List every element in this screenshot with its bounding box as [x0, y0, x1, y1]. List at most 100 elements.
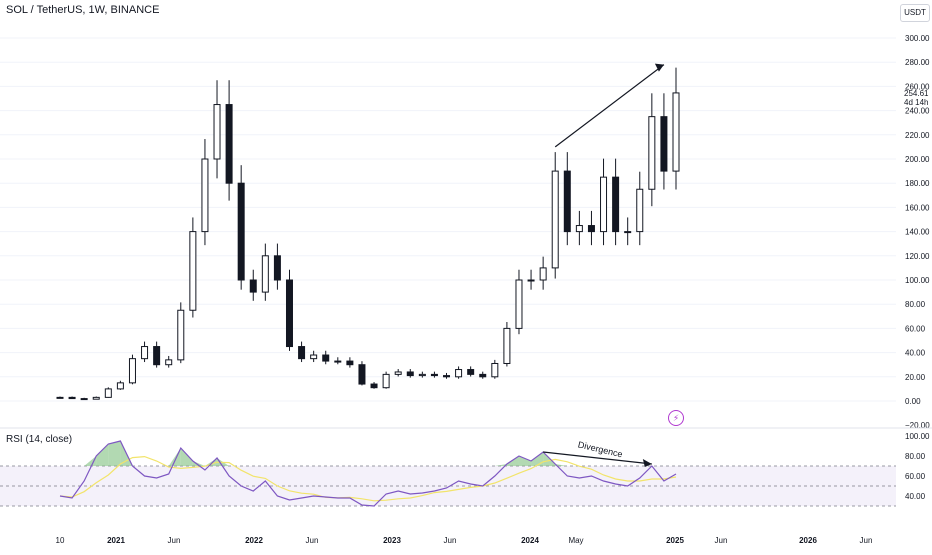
price-candle: [636, 171, 644, 246]
time-tick-label: May: [568, 536, 583, 545]
price-axis: 0.00 20.00 40.00 60.00 80.00 100.00 120.00 140.…: [905, 34, 930, 430]
price-candle: [455, 366, 463, 379]
price-candle: [213, 80, 221, 179]
price-candle: [503, 321, 511, 367]
price-tick-label: 280.00: [905, 58, 930, 67]
price-candle: [370, 382, 378, 389]
price-candle: [310, 350, 318, 363]
price-candle: [660, 93, 668, 190]
rsi-overbought-fill: [518, 456, 532, 466]
rsi-axis: 40.00 60.00 80.00 100.00: [905, 432, 930, 501]
divergence-arrow-head: [642, 459, 652, 467]
time-tick-label: Jun: [860, 536, 873, 545]
price-candle: [285, 269, 293, 351]
rsi-line: [59, 440, 677, 507]
time-tick-label: Jun: [306, 536, 319, 545]
rsi-overbought-fill: [192, 461, 205, 466]
price-candle: [382, 371, 390, 389]
price-candle: [68, 396, 76, 400]
price-candle: [479, 371, 487, 379]
price-candle: [563, 152, 571, 246]
time-tick-label: 2026: [799, 536, 817, 545]
price-candle: [672, 67, 680, 190]
price-candle: [346, 357, 354, 368]
price-candle: [141, 341, 149, 363]
price-tick-label: 80.00: [905, 300, 926, 309]
price-tick-label: 0.00: [905, 397, 921, 406]
price-tick-label: 200.00: [905, 155, 930, 164]
price-candle: [261, 243, 269, 301]
candlestick-series: [56, 67, 680, 401]
time-tick-label: 2021: [107, 536, 125, 545]
price-candle: [249, 269, 257, 301]
time-axis: 10 2021 Jun 2022 Jun 2023 Jun 2024 May 2025 Jun 202…: [56, 536, 873, 545]
time-tick-label: 10: [56, 536, 65, 545]
price-candle: [394, 369, 402, 377]
rsi-overbought-fill: [531, 452, 544, 466]
price-candle: [406, 369, 414, 378]
price-tick-label: 260.00: [905, 82, 930, 91]
time-tick-label: Jun: [715, 536, 728, 545]
lightning-icon[interactable]: ⚡: [668, 410, 684, 426]
price-tick-label: 100.00: [905, 276, 930, 285]
divergence-arrow-line: [543, 451, 652, 465]
price-candle: [237, 165, 245, 290]
rsi-overbought-fill: [204, 458, 218, 466]
rsi-overbought-fill: [494, 464, 507, 466]
price-candle: [430, 371, 438, 378]
price-candle: [104, 387, 112, 398]
price-candle: [575, 210, 583, 246]
price-candle: [358, 361, 366, 386]
time-tick-label: Jun: [168, 536, 181, 545]
time-tick-label: 2025: [666, 536, 684, 545]
price-candle: [418, 371, 426, 378]
price-candle: [56, 396, 64, 399]
price-candle: [322, 350, 330, 365]
price-candle: [491, 359, 499, 379]
trend-arrow-line: [554, 64, 665, 148]
price-tick-label: 120.00: [905, 252, 930, 261]
time-tick-label: 2023: [383, 536, 401, 545]
price-tick-label: −20.00: [905, 421, 930, 430]
rsi-ma-line: [59, 455, 677, 502]
rsi-title: RSI (14, close): [6, 434, 73, 445]
price-tick-label: 180.00: [905, 179, 930, 188]
bar-countdown-label: 4d 14h: [904, 98, 929, 107]
price-candle: [189, 217, 197, 318]
rsi-overbought-fill: [180, 448, 193, 466]
price-tick-label: 60.00: [905, 324, 926, 333]
price-candle: [515, 269, 523, 335]
price-candle: [624, 217, 632, 246]
price-tick-label: 240.00: [905, 107, 930, 116]
rsi-tick-label: 60.00: [905, 472, 926, 481]
price-tick-label: 40.00: [905, 349, 926, 358]
price-candle: [80, 397, 88, 401]
price-candle: [467, 366, 475, 377]
price-candle: [92, 396, 100, 400]
price-candle: [648, 93, 656, 207]
rsi-tick-label: 80.00: [905, 452, 926, 461]
price-tick-label: 160.00: [905, 203, 930, 212]
price-candle: [128, 354, 136, 385]
price-candle: [612, 158, 620, 246]
price-tick-label: 20.00: [905, 373, 926, 382]
price-candle: [273, 243, 281, 290]
rsi-overbought-fill: [555, 464, 568, 466]
price-candle: [165, 355, 173, 368]
price-candle: [116, 380, 124, 390]
rsi-overbought-fill: [108, 441, 121, 466]
price-candle: [298, 341, 306, 363]
rsi-overbought-fill: [96, 444, 109, 466]
price-candle: [225, 80, 233, 201]
price-candle: [527, 269, 535, 290]
time-tick-label: 2024: [521, 536, 539, 545]
last-price-label: 254.61: [904, 89, 929, 98]
price-candle: [600, 158, 608, 246]
time-tick-label: 2022: [245, 536, 263, 545]
price-candle: [539, 256, 547, 290]
price-candle: [153, 341, 161, 368]
currency-selector[interactable]: USDT: [900, 4, 930, 22]
rsi-pane: Divergence: [0, 439, 896, 507]
